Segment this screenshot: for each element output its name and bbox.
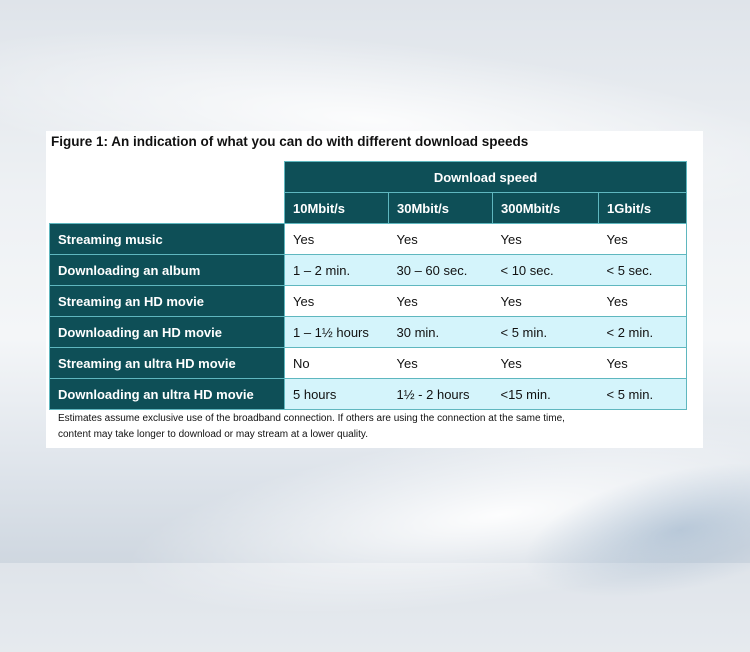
table-cell: 30 min. xyxy=(388,316,493,348)
table-header-row-speeds: 10Mbit/s 30Mbit/s 300Mbit/s 1Gbit/s xyxy=(49,192,687,224)
table-cell: 1 – 1½ hours xyxy=(284,316,389,348)
table-row: Streaming an ultra HD movie No Yes Yes Y… xyxy=(49,347,687,379)
table-cell: Yes xyxy=(492,347,599,379)
table-row: Streaming music Yes Yes Yes Yes xyxy=(49,223,687,255)
header-download-speed: Download speed xyxy=(284,161,687,193)
header-blank-cell xyxy=(49,161,285,193)
column-header: 1Gbit/s xyxy=(598,192,687,224)
figure-title: Figure 1: An indication of what you can … xyxy=(51,134,529,149)
table-cell: Yes xyxy=(492,285,599,317)
table-row: Downloading an ultra HD movie 5 hours 1½… xyxy=(49,378,687,410)
table-row: Downloading an HD movie 1 – 1½ hours 30 … xyxy=(49,316,687,348)
header-blank-cell xyxy=(49,192,285,224)
table-row: Downloading an album 1 – 2 min. 30 – 60 … xyxy=(49,254,687,286)
figure-panel: Figure 1: An indication of what you can … xyxy=(46,131,703,448)
table-row: Streaming an HD movie Yes Yes Yes Yes xyxy=(49,285,687,317)
footnote-line: Estimates assume exclusive use of the br… xyxy=(58,413,565,424)
table-cell: Yes xyxy=(284,285,389,317)
table-cell: No xyxy=(284,347,389,379)
row-label: Downloading an ultra HD movie xyxy=(49,378,285,410)
column-header: 30Mbit/s xyxy=(388,192,493,224)
table-cell: < 5 sec. xyxy=(598,254,687,286)
table-cell: 1½ - 2 hours xyxy=(388,378,493,410)
table-cell: < 5 min. xyxy=(492,316,599,348)
row-label: Streaming an HD movie xyxy=(49,285,285,317)
table-cell: <15 min. xyxy=(492,378,599,410)
row-label: Streaming music xyxy=(49,223,285,255)
table-cell: Yes xyxy=(284,223,389,255)
table-cell: Yes xyxy=(492,223,599,255)
download-speed-table: Download speed 10Mbit/s 30Mbit/s 300Mbit… xyxy=(49,161,687,410)
column-header: 10Mbit/s xyxy=(284,192,389,224)
table-cell: Yes xyxy=(598,223,687,255)
table-cell: 30 – 60 sec. xyxy=(388,254,493,286)
footnote: Estimates assume exclusive use of the br… xyxy=(58,411,565,443)
table-cell: Yes xyxy=(388,223,493,255)
table-cell: 1 – 2 min. xyxy=(284,254,389,286)
footnote-line: content may take longer to download or m… xyxy=(58,429,368,440)
table-cell: 5 hours xyxy=(284,378,389,410)
table-cell: Yes xyxy=(388,347,493,379)
row-label: Downloading an album xyxy=(49,254,285,286)
row-label: Downloading an HD movie xyxy=(49,316,285,348)
row-label: Streaming an ultra HD movie xyxy=(49,347,285,379)
table-cell: < 10 sec. xyxy=(492,254,599,286)
table-header-row-group: Download speed xyxy=(49,161,687,193)
table-cell: Yes xyxy=(388,285,493,317)
table-cell: < 2 min. xyxy=(598,316,687,348)
table-cell: Yes xyxy=(598,347,687,379)
table-cell: < 5 min. xyxy=(598,378,687,410)
table-cell: Yes xyxy=(598,285,687,317)
column-header: 300Mbit/s xyxy=(492,192,599,224)
